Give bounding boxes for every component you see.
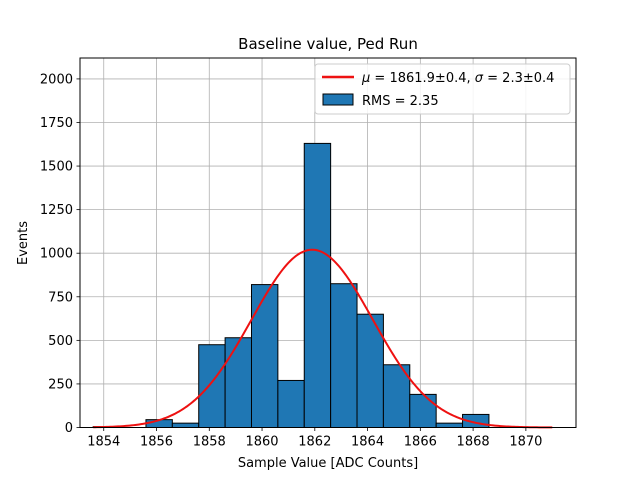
histogram-bar bbox=[382, 364, 411, 429]
y-axis-ticks: 0 250 500 750 1000 1250 1500 1750 2000 bbox=[40, 72, 80, 436]
x-tick-label: 1860 bbox=[245, 435, 278, 450]
histogram-bar bbox=[224, 337, 252, 428]
legend-histogram-label: RMS = 2.35 bbox=[362, 94, 439, 109]
x-axis-title: Sample Value [ADC Counts] bbox=[238, 456, 418, 471]
x-tick-label: 1868 bbox=[457, 435, 490, 450]
histogram-bar bbox=[250, 284, 279, 429]
y-tick-label: 750 bbox=[48, 290, 73, 305]
histogram-bar bbox=[198, 344, 226, 429]
legend-sigma-symbol: σ bbox=[475, 71, 484, 86]
x-tick-label: 1858 bbox=[193, 435, 226, 450]
legend-histogram-swatch bbox=[322, 93, 354, 106]
legend-fit-label: μ = 1861.9±0.4, σ = 2.3±0.4 bbox=[361, 71, 554, 86]
histogram-bar bbox=[435, 422, 464, 429]
y-tick-label: 1250 bbox=[40, 203, 73, 218]
y-tick-label: 1500 bbox=[40, 160, 73, 175]
legend-mu-symbol: μ bbox=[361, 71, 370, 86]
legend: μ = 1861.9±0.4, σ = 2.3±0.4 RMS = 2.35 bbox=[314, 63, 571, 115]
x-axis-ticks: 1854 1856 1858 1860 1862 1864 1866 1868 1870 bbox=[87, 427, 542, 450]
x-tick-label: 1864 bbox=[351, 435, 384, 450]
chart-title: Baseline value, Ped Run bbox=[238, 35, 418, 53]
histogram-bar bbox=[303, 142, 332, 429]
x-tick-label: 1856 bbox=[140, 435, 173, 450]
y-tick-label: 1750 bbox=[40, 116, 73, 131]
histogram-bar bbox=[409, 393, 437, 428]
y-tick-label: 2000 bbox=[40, 72, 73, 87]
x-tick-label: 1854 bbox=[87, 435, 120, 450]
histogram-bar bbox=[277, 379, 305, 429]
histogram-bar bbox=[171, 422, 200, 429]
y-tick-label: 1000 bbox=[40, 247, 73, 262]
y-tick-label: 500 bbox=[48, 334, 73, 349]
y-tick-label: 250 bbox=[48, 377, 73, 392]
x-tick-label: 1866 bbox=[404, 435, 437, 450]
histogram-bar bbox=[330, 283, 358, 429]
plot-frame bbox=[79, 57, 577, 428]
x-tick-label: 1862 bbox=[298, 435, 331, 450]
legend-box bbox=[314, 63, 571, 115]
y-tick-label: 0 bbox=[65, 421, 73, 436]
legend-mu-value: = 1861.9±0.4, bbox=[370, 71, 474, 86]
legend-sigma-value: = 2.3±0.4 bbox=[483, 71, 554, 86]
y-axis-title: Events bbox=[16, 221, 31, 265]
gaussian-fit-curve bbox=[93, 248, 553, 429]
x-tick-label: 1870 bbox=[509, 435, 542, 450]
